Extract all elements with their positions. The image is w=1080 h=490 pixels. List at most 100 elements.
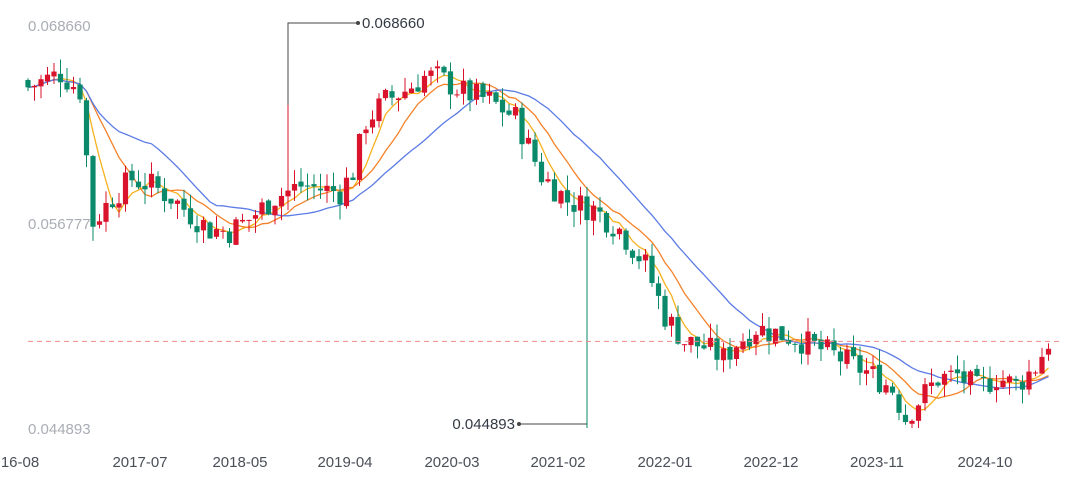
candle-body [662,295,668,327]
candle-body [343,177,350,207]
candle-body [447,71,454,95]
candle-body [616,228,623,235]
candle-body [311,184,317,187]
candle-body [90,156,96,227]
candle-body [77,84,83,100]
candle-body [148,173,155,188]
candle-body [330,186,337,191]
candle-body [434,66,441,69]
candle-body [532,139,538,162]
candle-body [649,255,655,284]
candle-body [135,181,142,188]
candle-body [1032,372,1039,374]
candle-body [57,73,64,83]
moving-average-layer [27,74,1049,412]
candle-body [564,190,571,203]
candle-body [1000,380,1006,388]
candle-body [382,89,389,99]
candle-body [252,215,259,219]
candle-body [844,349,850,364]
candle-body [226,231,233,244]
candle-body [181,198,187,210]
candle-body [168,198,174,204]
candle-body [772,328,779,344]
candle-body [610,233,616,237]
candle-body [38,79,44,87]
candle-body [935,382,941,386]
y-axis-label-mid: 0.056777 [28,216,91,233]
candle-body [974,368,980,376]
candle-body [954,369,961,374]
candle-body [291,183,298,191]
candle-body [324,185,330,191]
candle-body [1039,356,1045,374]
candle-body [902,414,909,423]
candle-body [187,208,194,225]
annotations: 0.068660 0.044893 [287,15,587,433]
candle-body [473,83,480,100]
candle-body [298,181,304,187]
candle-body [740,341,746,350]
candle-body [889,386,896,393]
candle-body [961,371,967,383]
y-axis-label-bottom: 0.044893 [28,421,91,438]
candle-body [746,338,753,347]
candle-body [779,326,785,341]
candle-body [714,338,720,360]
candle-body [486,91,493,96]
candle-body [1026,371,1032,390]
candle-body [376,98,382,122]
candle-body [246,219,252,221]
callout-dot-high [356,21,360,25]
candle-body [1045,348,1052,355]
candle-body [239,219,246,222]
ma-short-line [27,74,1049,412]
candle-body [558,191,564,204]
candle-body [681,344,688,346]
candle-body [584,196,590,221]
candle-body [642,254,649,261]
candle-body [200,220,207,231]
candle-body [733,347,740,360]
candle-body [512,107,519,116]
candle-body [109,204,116,208]
candle-body [441,66,447,73]
candle-body [467,80,473,101]
candle-body [967,371,974,386]
candle-body [460,80,467,94]
candle-body [636,256,642,262]
candle-body [870,366,876,370]
candle-body [304,185,311,187]
candle-body [64,82,70,90]
candle-body [480,83,486,97]
candle-body [499,99,506,113]
candle-body [850,347,857,357]
callout-line-high [287,22,358,105]
callout-label-low: 0.044893 [452,416,515,433]
candle-body [194,226,200,233]
candle-body [356,133,363,180]
candle-body [1013,378,1019,381]
candle-body [369,119,376,128]
candle-body [896,394,902,413]
candle-body [831,340,837,351]
candle-body [603,212,610,233]
x-tick-label: 2022-01 [637,454,692,471]
candle-body [792,343,798,345]
x-tick-label: 2024-10 [957,454,1012,471]
candle-body [675,317,681,344]
candle-body [922,384,928,404]
x-tick-label: 2023-11 [850,454,904,471]
y-axis-label-top: 0.068660 [28,18,91,35]
candle-body [720,348,727,361]
candle-body [1006,376,1013,383]
candle-body [408,88,415,94]
candle-body [519,107,525,145]
candle-body [993,387,1000,391]
candle-body [987,378,993,392]
candle-body [1019,381,1026,390]
candle-body [623,230,629,250]
candle-body [142,185,148,190]
candle-body [551,179,558,202]
